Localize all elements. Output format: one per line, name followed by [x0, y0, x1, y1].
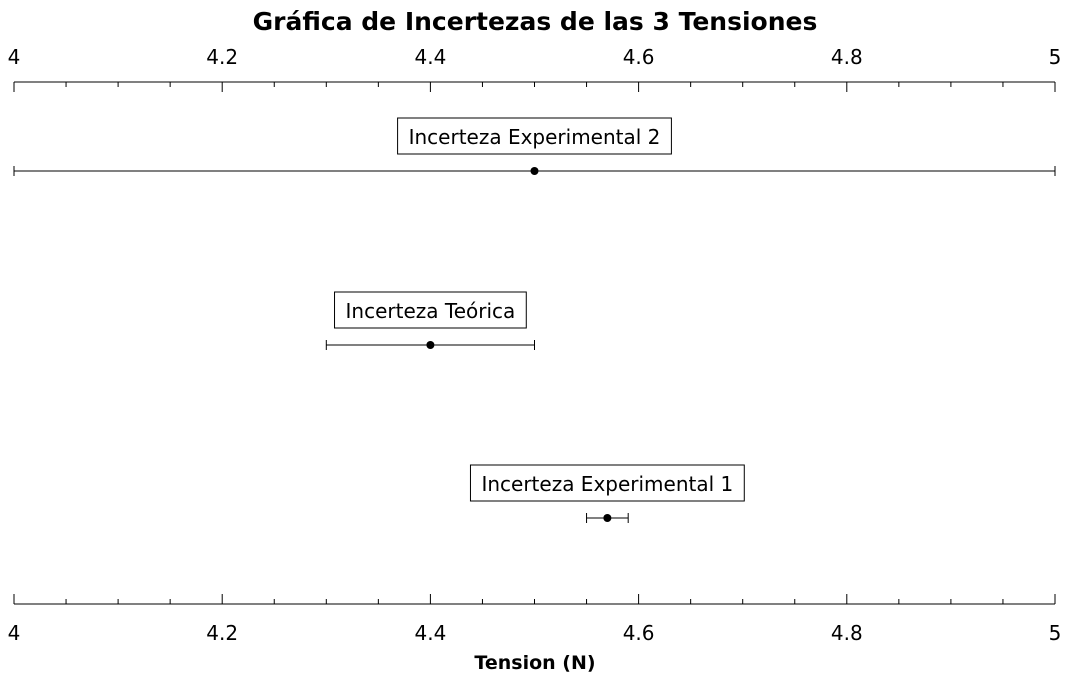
error-bars: Incerteza Experimental 2 Incerteza Teóric…: [13, 117, 1056, 523]
annotation-box: [334, 291, 527, 329]
error-bar-series: Incerteza Experimental 2: [13, 117, 1056, 176]
bottom-tick-label: 5: [1049, 621, 1062, 645]
top-tick-label: 5: [1049, 45, 1062, 69]
bottom-tick-label: 4.4: [414, 621, 446, 645]
top-tick-label: 4.6: [623, 45, 655, 69]
chart-title: Gráfica de Incertezas de las 3 Tensiones: [253, 7, 818, 36]
data-point: [530, 167, 539, 175]
data-point: [603, 514, 612, 522]
top-tick-label: 4.4: [414, 45, 446, 69]
top-tick-label: 4.2: [206, 45, 238, 69]
data-point: [426, 341, 435, 349]
error-bar-series: Incerteza Experimental 1: [469, 464, 745, 523]
bottom-tick-label: 4.8: [831, 621, 863, 645]
bottom-x-axis: 4 4.2 4.4 4.6 4.8 5: [8, 594, 1062, 645]
bottom-tick-label: 4: [8, 621, 21, 645]
annotation-label: Incerteza Experimental 1: [481, 472, 733, 496]
top-tick-label: 4: [8, 45, 21, 69]
top-tick-label: 4.8: [831, 45, 863, 69]
annotation-label: Incerteza Teórica: [346, 299, 516, 323]
annotation-box: [397, 117, 672, 155]
annotation-label: Incerteza Experimental 2: [409, 125, 661, 149]
annotation-box: [469, 464, 745, 502]
error-bar-series: Incerteza Teórica: [325, 291, 535, 350]
bottom-tick-label: 4.2: [206, 621, 238, 645]
top-x-axis: 4 4.2 4.4 4.6 4.8 5: [8, 45, 1062, 92]
x-axis-label: Tension (N): [474, 652, 595, 674]
bottom-tick-label: 4.6: [623, 621, 655, 645]
